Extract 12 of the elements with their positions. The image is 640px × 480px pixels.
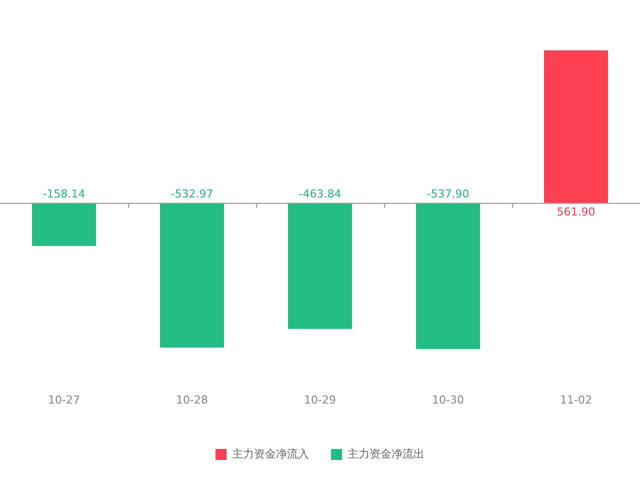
data-label: -532.97 [170, 187, 214, 200]
x-tick-label: 10-28 [176, 393, 208, 406]
x-tick-label: 10-30 [432, 393, 464, 406]
x-tick-label: 10-29 [304, 393, 336, 406]
legend-label: 主力资金净流入 [232, 447, 309, 460]
data-label: -537.90 [426, 187, 470, 200]
data-label: 561.90 [556, 205, 596, 218]
data-label: -158.14 [42, 187, 86, 200]
x-tick-label: 11-02 [560, 393, 592, 406]
legend-label: 主力资金净流出 [348, 447, 424, 460]
x-tick-label: 10-27 [48, 393, 80, 406]
data-label: -463.84 [298, 187, 342, 200]
